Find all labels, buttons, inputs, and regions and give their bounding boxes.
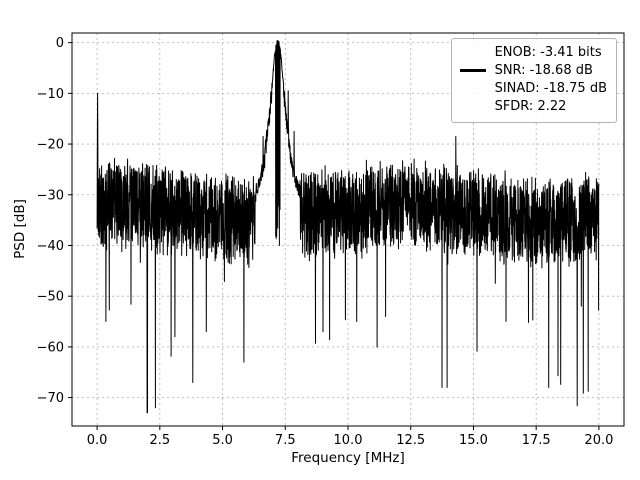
- legend-line-sfdr: SFDR: 2.22: [494, 98, 567, 114]
- y-tick-label: −60: [37, 340, 64, 355]
- x-tick-label: 7.5: [275, 433, 296, 448]
- y-tick-label: −70: [37, 391, 64, 406]
- y-tick-label: −50: [37, 290, 64, 305]
- x-tick-label: 10.0: [334, 433, 363, 448]
- legend-line-enob: ENOB: -3.41 bits: [494, 45, 602, 60]
- x-axis-label: Frequency [MHz]: [291, 450, 405, 466]
- legend-text: ENOB: -3.41 bits SNR: -18.68 dB SINAD: -…: [495, 44, 607, 116]
- x-tick-label: 0.0: [87, 433, 108, 448]
- legend-line-sinad: SINAD: -18.75 dB: [494, 80, 607, 96]
- x-tick-label: 2.5: [149, 433, 170, 448]
- y-axis-label: PSD [dB]: [12, 199, 28, 259]
- y-tick-label: −40: [37, 239, 64, 254]
- legend-line-snr: SNR: -18.68 dB: [494, 62, 593, 78]
- y-tick-label: −30: [37, 188, 64, 203]
- x-tick-label: 17.5: [522, 433, 551, 448]
- legend-handle-line: [459, 69, 486, 72]
- tick-group: 0.0 2.5 5.0 7.5 10.0 12.5 15.0 17.5 20.0 0 −10 −20 −…: [37, 36, 614, 448]
- y-tick-label: −10: [37, 87, 64, 102]
- y-tick-label: 0: [56, 36, 64, 51]
- psd-series-line: [96, 40, 600, 414]
- x-tick-label: 5.0: [212, 433, 233, 448]
- x-tick-label: 15.0: [459, 433, 488, 448]
- x-tick-label: 12.5: [396, 433, 425, 448]
- y-tick-label: −20: [37, 138, 64, 153]
- x-tick-label: 20.0: [584, 433, 613, 448]
- legend: ENOB: -3.41 bits SNR: -18.68 dB SINAD: -…: [450, 38, 617, 123]
